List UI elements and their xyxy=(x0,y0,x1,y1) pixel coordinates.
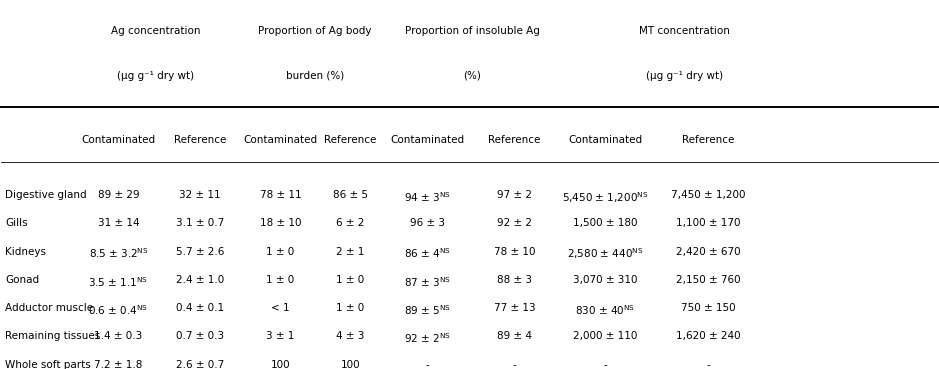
Text: Proportion of insoluble Ag: Proportion of insoluble Ag xyxy=(405,25,540,35)
Text: 86 ± 4: 86 ± 4 xyxy=(0,368,1,369)
Text: Contaminated: Contaminated xyxy=(568,135,642,145)
Text: Contaminated: Contaminated xyxy=(391,135,465,145)
Text: 7.2 ± 1.8: 7.2 ± 1.8 xyxy=(94,360,143,369)
Text: MT concentration: MT concentration xyxy=(639,25,731,35)
Text: Adductor muscle: Adductor muscle xyxy=(5,303,93,313)
Text: 2 ± 1: 2 ± 1 xyxy=(336,247,364,257)
Text: 2.6 ± 0.7: 2.6 ± 0.7 xyxy=(176,360,224,369)
Text: 1 ± 0: 1 ± 0 xyxy=(267,275,295,285)
Text: -: - xyxy=(513,360,516,369)
Text: (µg g⁻¹ dry wt): (µg g⁻¹ dry wt) xyxy=(646,70,723,80)
Text: 1,500 ± 180: 1,500 ± 180 xyxy=(573,218,638,228)
Text: 97 ± 2: 97 ± 2 xyxy=(497,190,531,200)
Text: < 1: < 1 xyxy=(271,303,290,313)
Text: 830 ± 40: 830 ± 40 xyxy=(0,368,1,369)
Text: 78 ± 11: 78 ± 11 xyxy=(259,190,301,200)
Text: 87 ± 3$^{\mathregular{NS}}$: 87 ± 3$^{\mathregular{NS}}$ xyxy=(404,275,451,289)
Text: burden (%): burden (%) xyxy=(285,70,345,80)
Text: 7,450 ± 1,200: 7,450 ± 1,200 xyxy=(671,190,746,200)
Text: 89 ± 5: 89 ± 5 xyxy=(0,368,1,369)
Text: 89 ± 5$^{\mathregular{NS}}$: 89 ± 5$^{\mathregular{NS}}$ xyxy=(404,303,451,317)
Text: 1 ± 0: 1 ± 0 xyxy=(267,247,295,257)
Text: 0.4 ± 0.1: 0.4 ± 0.1 xyxy=(176,303,223,313)
Text: 1,620 ± 240: 1,620 ± 240 xyxy=(676,331,741,341)
Text: 8.5 ± 3.2: 8.5 ± 3.2 xyxy=(0,368,1,369)
Text: 92 ± 2: 92 ± 2 xyxy=(497,218,531,228)
Text: 2,580 ± 440$^{\mathregular{NS}}$: 2,580 ± 440$^{\mathregular{NS}}$ xyxy=(567,247,643,262)
Text: 96 ± 3: 96 ± 3 xyxy=(409,218,445,228)
Text: Reference: Reference xyxy=(488,135,541,145)
Text: 830 ± 40$^{\mathregular{NS}}$: 830 ± 40$^{\mathregular{NS}}$ xyxy=(576,303,636,317)
Text: 1,100 ± 170: 1,100 ± 170 xyxy=(676,218,741,228)
Text: 92 ± 2: 92 ± 2 xyxy=(0,368,1,369)
Text: 2.4 ± 1.0: 2.4 ± 1.0 xyxy=(176,275,224,285)
Text: -: - xyxy=(706,360,710,369)
Text: 1 ± 0: 1 ± 0 xyxy=(336,275,364,285)
Text: Contaminated: Contaminated xyxy=(82,135,156,145)
Text: 77 ± 13: 77 ± 13 xyxy=(494,303,535,313)
Text: Proportion of Ag body: Proportion of Ag body xyxy=(258,25,372,35)
Text: Reference: Reference xyxy=(682,135,734,145)
Text: (µg g⁻¹ dry wt): (µg g⁻¹ dry wt) xyxy=(117,70,194,80)
Text: 3.1 ± 0.7: 3.1 ± 0.7 xyxy=(176,218,224,228)
Text: (%): (%) xyxy=(463,70,482,80)
Text: Reference: Reference xyxy=(174,135,226,145)
Text: Kidneys: Kidneys xyxy=(5,247,46,257)
Text: -: - xyxy=(604,360,608,369)
Text: 32 ± 11: 32 ± 11 xyxy=(179,190,221,200)
Text: 1 ± 0: 1 ± 0 xyxy=(336,303,364,313)
Text: 3.5 ± 1.1: 3.5 ± 1.1 xyxy=(0,368,1,369)
Text: Digestive gland: Digestive gland xyxy=(5,190,86,200)
Text: 3 ± 1: 3 ± 1 xyxy=(266,331,295,341)
Text: 5,450 ± 1,200$^{\mathregular{NS}}$: 5,450 ± 1,200$^{\mathregular{NS}}$ xyxy=(562,190,649,205)
Text: Remaining tissues: Remaining tissues xyxy=(5,331,100,341)
Text: 3.5 ± 1.1$^{\mathregular{NS}}$: 3.5 ± 1.1$^{\mathregular{NS}}$ xyxy=(88,275,148,289)
Text: 100: 100 xyxy=(341,360,361,369)
Text: 8.5 ± 3.2$^{\mathregular{NS}}$: 8.5 ± 3.2$^{\mathregular{NS}}$ xyxy=(88,247,148,261)
Text: 5.7 ± 2.6: 5.7 ± 2.6 xyxy=(176,247,224,257)
Text: 100: 100 xyxy=(270,360,290,369)
Text: 89 ± 29: 89 ± 29 xyxy=(98,190,139,200)
Text: 86 ± 5: 86 ± 5 xyxy=(333,190,368,200)
Text: 94 ± 3$^{\mathregular{NS}}$: 94 ± 3$^{\mathregular{NS}}$ xyxy=(404,190,451,204)
Text: 0.6 ± 0.4$^{\mathregular{NS}}$: 0.6 ± 0.4$^{\mathregular{NS}}$ xyxy=(88,303,148,317)
Text: 4 ± 3: 4 ± 3 xyxy=(336,331,364,341)
Text: 1.4 ± 0.3: 1.4 ± 0.3 xyxy=(94,331,143,341)
Text: Reference: Reference xyxy=(324,135,377,145)
Text: 0.7 ± 0.3: 0.7 ± 0.3 xyxy=(176,331,223,341)
Text: Contaminated: Contaminated xyxy=(243,135,317,145)
Text: 89 ± 4: 89 ± 4 xyxy=(497,331,531,341)
Text: 87 ± 3: 87 ± 3 xyxy=(0,368,1,369)
Text: 31 ± 14: 31 ± 14 xyxy=(98,218,139,228)
Text: Whole soft parts: Whole soft parts xyxy=(5,360,91,369)
Text: 2,420 ± 670: 2,420 ± 670 xyxy=(676,247,741,257)
Text: -: - xyxy=(425,360,429,369)
Text: 2,580 ± 440: 2,580 ± 440 xyxy=(0,368,1,369)
Text: Gonad: Gonad xyxy=(5,275,39,285)
Text: 6 ± 2: 6 ± 2 xyxy=(336,218,364,228)
Text: Ag concentration: Ag concentration xyxy=(111,25,201,35)
Text: 2,000 ± 110: 2,000 ± 110 xyxy=(573,331,638,341)
Text: 750 ± 150: 750 ± 150 xyxy=(681,303,735,313)
Text: 78 ± 10: 78 ± 10 xyxy=(494,247,535,257)
Text: 86 ± 4$^{\mathregular{NS}}$: 86 ± 4$^{\mathregular{NS}}$ xyxy=(404,247,451,261)
Text: 92 ± 2$^{\mathregular{NS}}$: 92 ± 2$^{\mathregular{NS}}$ xyxy=(404,331,451,345)
Text: 94 ± 3: 94 ± 3 xyxy=(0,368,1,369)
Text: 0.6 ± 0.4: 0.6 ± 0.4 xyxy=(0,368,1,369)
Text: 5,450 ± 1,200: 5,450 ± 1,200 xyxy=(0,368,1,369)
Text: 18 ± 10: 18 ± 10 xyxy=(259,218,301,228)
Text: 2,150 ± 760: 2,150 ± 760 xyxy=(676,275,741,285)
Text: 3,070 ± 310: 3,070 ± 310 xyxy=(573,275,638,285)
Text: 88 ± 3: 88 ± 3 xyxy=(497,275,531,285)
Text: Gills: Gills xyxy=(5,218,28,228)
